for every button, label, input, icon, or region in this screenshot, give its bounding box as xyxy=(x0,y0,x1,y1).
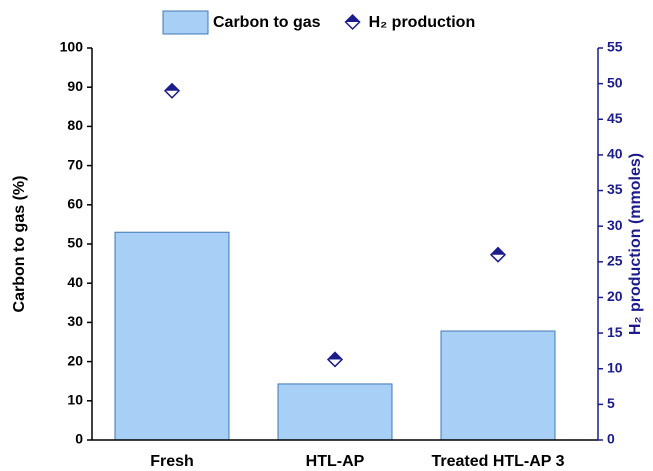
legend-swatch xyxy=(162,10,209,35)
legend-label: H₂ production xyxy=(369,14,476,31)
marker xyxy=(326,351,344,368)
x-tick-label: Fresh xyxy=(150,453,194,470)
bar xyxy=(440,330,556,441)
bar xyxy=(114,231,230,441)
y2-tick-label: 5 xyxy=(607,395,615,411)
y2-tick-label: 40 xyxy=(607,146,623,162)
bar xyxy=(277,383,393,441)
y2-tick-label: 25 xyxy=(607,253,623,269)
y2-tick-label: 45 xyxy=(607,110,623,126)
y-tick-label: 80 xyxy=(67,117,83,133)
y2-tick-label: 0 xyxy=(607,431,615,447)
y-tick-label: 70 xyxy=(67,156,83,172)
x-tick-label: HTL-AP xyxy=(306,453,365,470)
y2-tick-label: 30 xyxy=(607,217,623,233)
legend-marker xyxy=(344,13,361,31)
marker-part xyxy=(491,247,505,255)
y-tick-label: 0 xyxy=(75,431,83,447)
y-tick-label: 60 xyxy=(67,196,83,212)
y-tick-label: 40 xyxy=(67,274,83,290)
y-tick-label: 10 xyxy=(67,392,83,408)
y2-tick-label: 50 xyxy=(607,74,623,90)
y-tick-label: 30 xyxy=(67,313,83,329)
y-tick-label: 20 xyxy=(67,352,83,368)
marker xyxy=(163,82,181,99)
y2-tick-label: 55 xyxy=(607,39,623,55)
y2-tick-label: 10 xyxy=(607,359,623,375)
y-tick-label: 100 xyxy=(60,39,84,55)
y-axis-label: Carbon to gas (%) xyxy=(11,176,28,313)
marker-part xyxy=(165,83,179,91)
legend-marker-part xyxy=(345,15,360,22)
y-tick-label: 90 xyxy=(67,78,83,94)
y2-tick-label: 35 xyxy=(607,181,623,197)
y2-tick-label: 20 xyxy=(607,288,623,304)
x-tick-label: Treated HTL-AP 3 xyxy=(431,453,564,470)
y-tick-label: 50 xyxy=(67,235,83,251)
legend-label: Carbon to gas xyxy=(213,14,321,31)
marker-part xyxy=(328,352,342,360)
marker xyxy=(489,246,507,263)
y2-axis-label: H₂ production (mmoles) xyxy=(627,153,644,335)
y2-tick-label: 15 xyxy=(607,324,623,340)
